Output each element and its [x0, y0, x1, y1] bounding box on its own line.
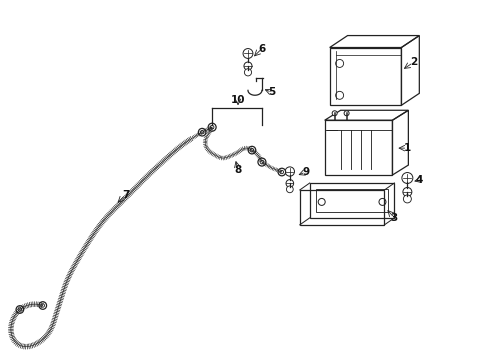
Circle shape [285, 167, 294, 176]
Circle shape [401, 172, 412, 184]
Circle shape [243, 49, 252, 58]
Circle shape [286, 186, 293, 193]
Circle shape [198, 129, 205, 136]
Text: 7: 7 [122, 190, 129, 200]
Circle shape [331, 111, 336, 116]
Text: 6: 6 [258, 44, 265, 54]
Text: 9: 9 [302, 167, 309, 177]
Text: 1: 1 [403, 143, 410, 153]
Circle shape [258, 158, 265, 166]
Circle shape [248, 146, 255, 154]
Circle shape [285, 180, 293, 187]
Text: 10: 10 [230, 95, 245, 105]
Circle shape [403, 195, 410, 203]
Circle shape [402, 188, 411, 197]
Text: 5: 5 [268, 87, 275, 97]
Circle shape [208, 123, 216, 131]
Circle shape [244, 62, 251, 70]
Text: 4: 4 [415, 175, 422, 185]
Circle shape [244, 69, 251, 76]
Text: 8: 8 [234, 165, 241, 175]
Text: 3: 3 [390, 213, 397, 223]
Circle shape [39, 302, 46, 309]
Circle shape [16, 306, 23, 313]
Circle shape [278, 168, 285, 176]
Circle shape [344, 111, 348, 116]
Text: 2: 2 [409, 58, 416, 67]
